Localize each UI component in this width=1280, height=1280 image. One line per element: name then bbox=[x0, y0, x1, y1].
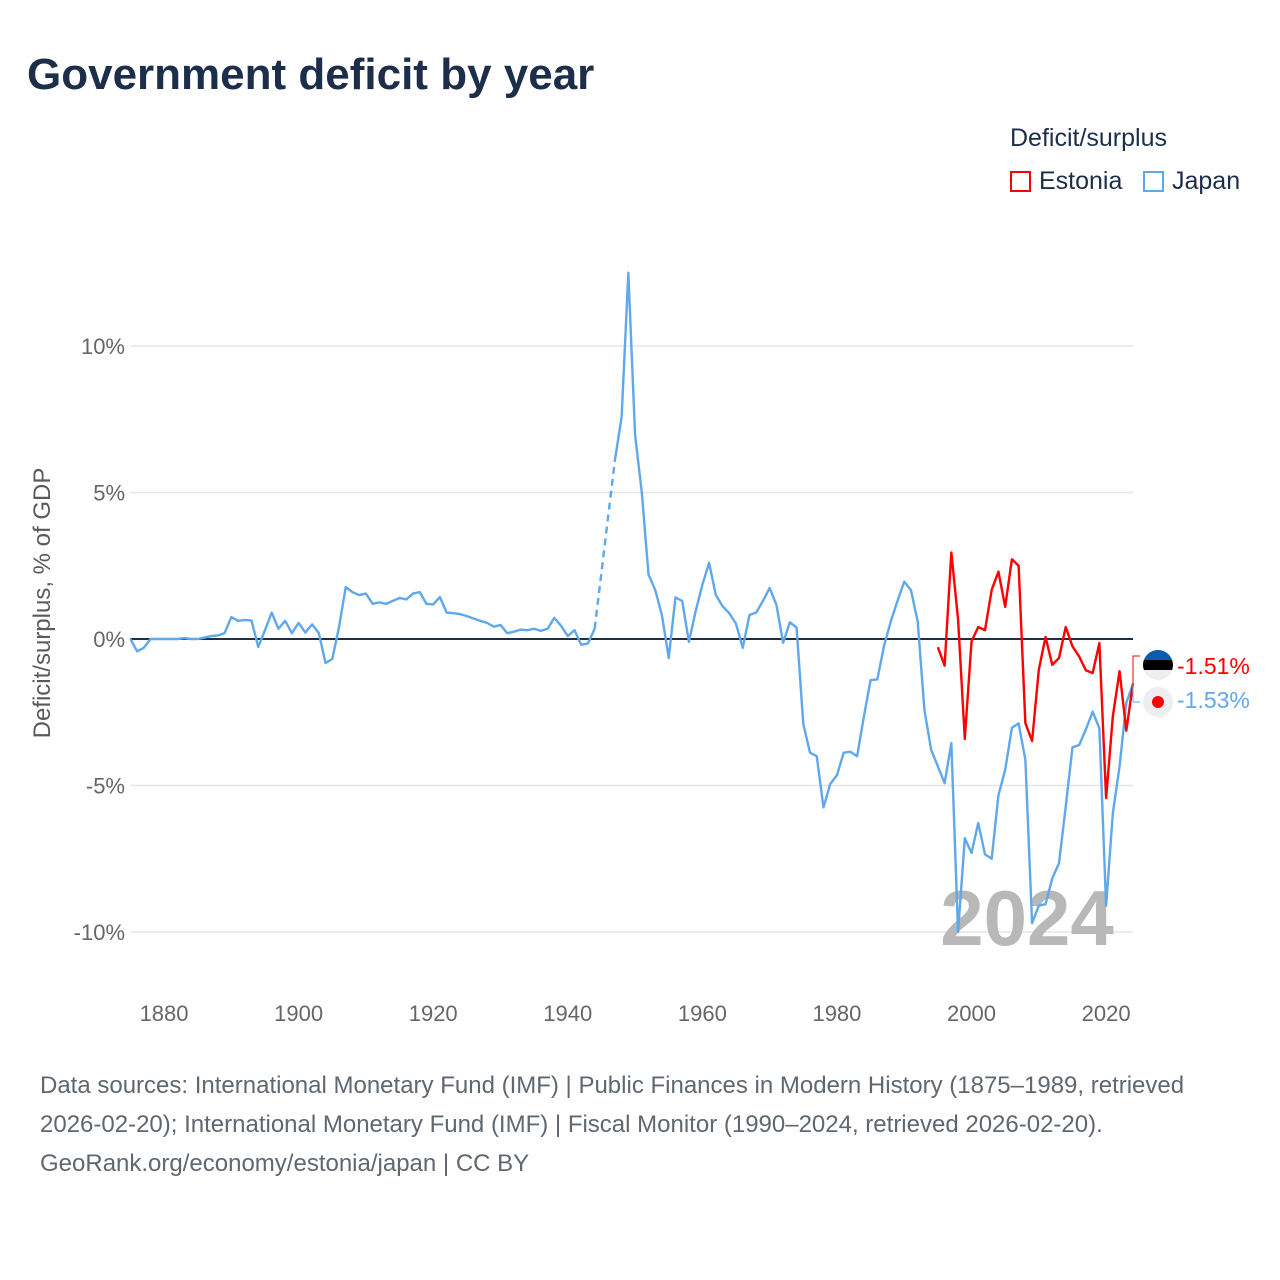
legend-title: Deficit/surplus bbox=[1010, 124, 1167, 152]
x-tick-label: 1880 bbox=[140, 1001, 189, 1026]
legend-item-estonia[interactable]: Estonia bbox=[1010, 167, 1122, 196]
series-line bbox=[613, 271, 1135, 934]
x-tick-label: 2020 bbox=[1082, 1001, 1131, 1026]
legend-swatch-japan bbox=[1143, 171, 1164, 192]
japan-connector bbox=[1132, 683, 1140, 703]
x-tick-label: 1960 bbox=[678, 1001, 727, 1026]
series-gap-line bbox=[593, 460, 617, 629]
series-line bbox=[936, 551, 1135, 800]
series-estonia bbox=[936, 551, 1135, 800]
x-tick-label: 1980 bbox=[812, 1001, 861, 1026]
series-japan bbox=[129, 271, 1135, 934]
japan-end-value: -1.53% bbox=[1177, 687, 1250, 713]
legend-swatch-estonia bbox=[1010, 171, 1031, 192]
credit-link[interactable]: GeoRank.org/economy/estonia/japan | CC B… bbox=[40, 1150, 530, 1177]
footer: Data sources: International Monetary Fun… bbox=[40, 1066, 1240, 1183]
legend-label-estonia: Estonia bbox=[1039, 167, 1123, 195]
year-watermark: 2024 bbox=[940, 874, 1114, 962]
x-tick-label: 1900 bbox=[274, 1001, 323, 1026]
legend-label-japan: Japan bbox=[1172, 167, 1241, 195]
estonia-flag-icon bbox=[1143, 650, 1173, 680]
series-line bbox=[129, 585, 596, 665]
y-tick-label: 5% bbox=[93, 481, 125, 506]
y-tick-label: 10% bbox=[81, 334, 125, 359]
legend-item-japan[interactable]: Japan bbox=[1143, 167, 1240, 196]
estonia-connector bbox=[1132, 655, 1140, 684]
x-tick-label: 1920 bbox=[409, 1001, 458, 1026]
japan-flag-icon bbox=[1143, 687, 1173, 717]
y-tick-label: 0% bbox=[93, 627, 125, 652]
x-tick-label: 2000 bbox=[947, 1001, 996, 1026]
data-sources: Data sources: International Monetary Fun… bbox=[40, 1072, 1185, 1138]
y-tick-label: -10% bbox=[74, 920, 125, 945]
y-tick-label: -5% bbox=[86, 774, 125, 799]
x-tick-label: 1940 bbox=[543, 1001, 592, 1026]
chart-title: Government deficit by year bbox=[27, 50, 595, 99]
estonia-end-value: -1.51% bbox=[1177, 653, 1250, 679]
y-axis-label: Deficit/surplus, % of GDP bbox=[29, 468, 56, 739]
